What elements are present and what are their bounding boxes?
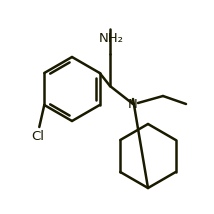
- Text: NH₂: NH₂: [98, 31, 123, 45]
- Text: N: N: [128, 98, 138, 110]
- Text: Cl: Cl: [31, 129, 44, 143]
